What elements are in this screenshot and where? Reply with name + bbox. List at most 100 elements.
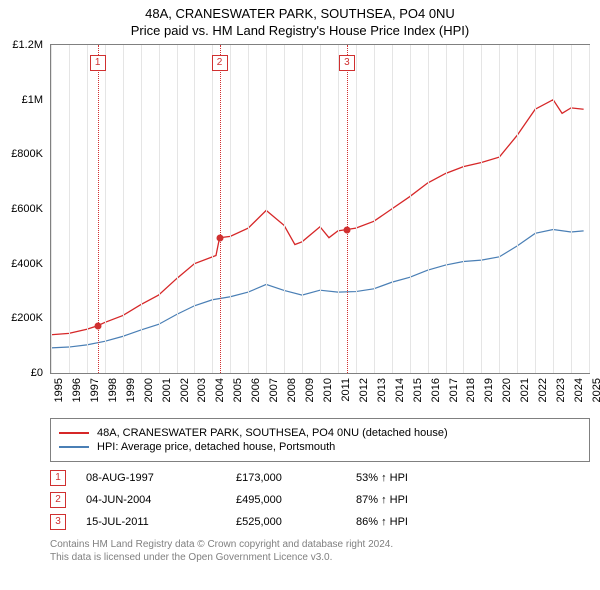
gridline-v (230, 45, 231, 373)
gridline-v (481, 45, 482, 373)
gridline-v (123, 45, 124, 373)
x-tick-label: 2014 (394, 378, 406, 402)
x-tick-label: 2020 (501, 378, 513, 402)
sale-dot (343, 226, 350, 233)
gridline-v (571, 45, 572, 373)
gridline-v (410, 45, 411, 373)
gridline-v (428, 45, 429, 373)
legend-box: 48A, CRANESWATER PARK, SOUTHSEA, PO4 0NU… (50, 418, 590, 462)
x-tick-label: 1998 (107, 378, 119, 402)
x-tick-label: 1996 (71, 378, 83, 402)
sales-date: 15-JUL-2011 (86, 516, 236, 528)
gridline-v (51, 45, 52, 373)
gridline-v (320, 45, 321, 373)
legend-row: HPI: Average price, detached house, Port… (59, 441, 581, 453)
sales-price: £525,000 (236, 516, 356, 528)
sales-price: £173,000 (236, 472, 356, 484)
y-tick-label: £1M (22, 94, 43, 106)
x-tick-label: 2025 (591, 378, 600, 402)
gridline-v (177, 45, 178, 373)
sales-num: 1 (50, 470, 66, 486)
x-tick-label: 2001 (161, 378, 173, 402)
sale-dot (216, 234, 223, 241)
sales-price: £495,000 (236, 494, 356, 506)
y-tick-label: £200K (11, 312, 43, 324)
legend-label: 48A, CRANESWATER PARK, SOUTHSEA, PO4 0NU… (97, 427, 448, 439)
y-axis: £0£200K£400K£600K£800K£1M£1.2M (5, 45, 45, 375)
x-tick-label: 1995 (53, 378, 65, 402)
gridline-v (499, 45, 500, 373)
sale-marker-box: 1 (90, 55, 106, 71)
gridline-v (105, 45, 106, 373)
x-tick-label: 2004 (214, 378, 226, 402)
gridline-v (141, 45, 142, 373)
x-tick-label: 2013 (376, 378, 388, 402)
x-tick-label: 2002 (179, 378, 191, 402)
gridline-v (159, 45, 160, 373)
footer: Contains HM Land Registry data © Crown c… (50, 538, 590, 564)
gridline-v (87, 45, 88, 373)
sales-num: 3 (50, 514, 66, 530)
x-tick-label: 2011 (340, 378, 352, 402)
sales-hpi: 87% ↑ HPI (356, 494, 408, 506)
series-line-property (51, 100, 584, 335)
gridline-v (392, 45, 393, 373)
gridline-v (589, 45, 590, 373)
gridline-v (194, 45, 195, 373)
gridline-v (535, 45, 536, 373)
gridline-v (356, 45, 357, 373)
sale-dot (94, 322, 101, 329)
sales-row: 3 15-JUL-2011£525,00086% ↑ HPI (50, 514, 590, 530)
sale-vline (220, 45, 221, 373)
sales-date: 08-AUG-1997 (86, 472, 236, 484)
x-tick-label: 2012 (358, 378, 370, 402)
chart-container: 48A, CRANESWATER PARK, SOUTHSEA, PO4 0NU… (0, 0, 600, 564)
series-line-hpi (51, 230, 584, 348)
x-tick-label: 2005 (232, 378, 244, 402)
x-tick-label: 2009 (304, 378, 316, 402)
x-tick-label: 2019 (483, 378, 495, 402)
y-tick-label: £400K (11, 258, 43, 270)
gridline-v (517, 45, 518, 373)
sales-num: 2 (50, 492, 66, 508)
sale-marker-box: 3 (339, 55, 355, 71)
x-tick-label: 2022 (537, 378, 549, 402)
title-block: 48A, CRANESWATER PARK, SOUTHSEA, PO4 0NU… (0, 0, 600, 40)
y-tick-label: £0 (31, 367, 43, 379)
sales-hpi: 86% ↑ HPI (356, 516, 408, 528)
gridline-v (284, 45, 285, 373)
sales-row: 2 04-JUN-2004£495,00087% ↑ HPI (50, 492, 590, 508)
sales-hpi: 53% ↑ HPI (356, 472, 408, 484)
sales-table: 1 08-AUG-1997£173,00053% ↑ HPI 2 04-JUN-200… (50, 470, 590, 530)
gridline-v (553, 45, 554, 373)
gridline-v (212, 45, 213, 373)
y-tick-label: £800K (11, 148, 43, 160)
x-tick-label: 1997 (89, 378, 101, 402)
title-line2: Price paid vs. HM Land Registry's House … (0, 23, 600, 38)
gridline-v (338, 45, 339, 373)
gridline-v (374, 45, 375, 373)
legend-swatch (59, 432, 89, 434)
x-tick-label: 2003 (196, 378, 208, 402)
sales-row: 1 08-AUG-1997£173,00053% ↑ HPI (50, 470, 590, 486)
sale-marker-box: 2 (212, 55, 228, 71)
plot-area: 1 2 3 (50, 44, 590, 374)
sales-date: 04-JUN-2004 (86, 494, 236, 506)
x-tick-label: 2016 (430, 378, 442, 402)
y-tick-label: £1.2M (12, 39, 43, 51)
x-tick-label: 2021 (519, 378, 531, 402)
x-tick-label: 2023 (555, 378, 567, 402)
legend-label: HPI: Average price, detached house, Port… (97, 441, 335, 453)
gridline-v (266, 45, 267, 373)
x-tick-label: 2006 (250, 378, 262, 402)
title-line1: 48A, CRANESWATER PARK, SOUTHSEA, PO4 0NU (0, 6, 600, 21)
gridline-v (69, 45, 70, 373)
x-tick-label: 2007 (268, 378, 280, 402)
x-tick-label: 2010 (322, 378, 334, 402)
x-tick-label: 2008 (286, 378, 298, 402)
x-tick-label: 2015 (412, 378, 424, 402)
gridline-v (463, 45, 464, 373)
x-axis: 1995 1996 1997 1998 1999 2000 2001 2002 2003 2004… (50, 374, 590, 412)
x-tick-label: 2000 (143, 378, 155, 402)
x-tick-label: 1999 (125, 378, 137, 402)
